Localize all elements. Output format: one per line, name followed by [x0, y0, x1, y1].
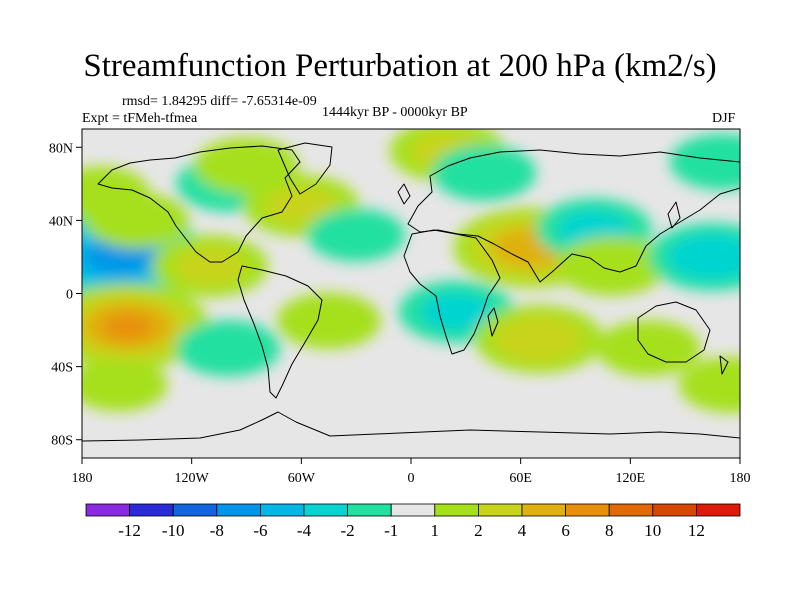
y-tick-label: 40S	[51, 361, 73, 376]
season-label: DJF	[712, 111, 736, 126]
coast-africa	[403, 229, 501, 355]
colorbar-swatch	[390, 503, 436, 517]
coast-new-zealand	[719, 355, 729, 375]
anomaly-21	[678, 356, 740, 413]
colorbar-label: -12	[118, 521, 141, 540]
colorbar-label: 2	[474, 521, 483, 540]
x-axis: 180 120W 60W 0 60E 120E 180	[72, 458, 751, 486]
colorbar-swatch	[259, 503, 305, 517]
experiment-label: Expt = tFMeh-tfmea	[82, 111, 198, 126]
anomaly-3	[84, 192, 189, 249]
coast-south-america	[237, 265, 323, 399]
anomaly-20	[669, 133, 740, 190]
colorbar-label: 4	[518, 521, 527, 540]
period-label: 1444kyr BP - 0000kyr BP	[322, 105, 468, 120]
colorbar-swatch	[85, 503, 130, 517]
anomaly-15	[557, 236, 668, 296]
colorbar-label: -8	[210, 521, 224, 540]
x-tick-label: 120W	[175, 471, 210, 486]
coast-madagascar	[487, 307, 499, 337]
colorbar-swatch	[434, 503, 479, 517]
x-tick-label: 180	[72, 471, 93, 486]
colorbar-swatch	[608, 503, 654, 517]
coast-europe-asia	[407, 149, 740, 283]
anomaly-22	[82, 358, 168, 412]
colorbar-label: -1	[384, 521, 398, 540]
colorbar-label: -2	[341, 521, 355, 540]
colorbar-label: 1	[431, 521, 440, 540]
colorbar-swatch	[172, 503, 218, 517]
anomaly-18	[596, 320, 701, 377]
anomaly-blobs	[82, 129, 740, 413]
colorbar-label: 8	[605, 521, 614, 540]
anomaly-9	[276, 292, 381, 349]
colorbar: -12 -10 -8 -6 -4 -2 -1 1 2 4 6 8 10 12	[85, 503, 741, 540]
map-field	[82, 129, 740, 458]
x-tick-label: 60W	[288, 471, 316, 486]
y-tick-label: 80S	[51, 434, 73, 449]
anomaly-12	[432, 144, 537, 201]
colorbar-label: -10	[162, 521, 185, 540]
stats-text: rmsd= 1.84295 diff= -7.65314e-09	[122, 94, 317, 109]
anomaly-1	[82, 283, 210, 370]
anomaly-19	[648, 222, 740, 291]
colorbar-swatch	[565, 503, 610, 517]
colorbar-label: -4	[297, 521, 312, 540]
x-tick-label: 60E	[509, 471, 532, 486]
coast-uk	[397, 183, 411, 205]
colorbar-swatch	[216, 503, 261, 517]
colorbar-label: 6	[561, 521, 570, 540]
coast-greenland	[277, 142, 333, 195]
y-tick-label: 40N	[49, 214, 73, 229]
colorbar-swatch	[696, 503, 741, 517]
anomaly-17	[474, 305, 603, 374]
y-tick-label: 80N	[49, 141, 73, 156]
colorbar-swatch	[129, 503, 174, 517]
colorbar-swatch	[521, 503, 566, 517]
coast-north-america	[97, 145, 301, 263]
colorbar-label: 12	[688, 521, 705, 540]
y-tick-label: 0	[66, 288, 73, 303]
x-tick-label: 120E	[616, 471, 646, 486]
coast-australia	[637, 301, 711, 363]
coast-antarctica	[82, 411, 740, 442]
colorbar-swatch	[303, 503, 348, 517]
anomaly-7	[151, 235, 268, 298]
x-tick-label: 180	[730, 471, 751, 486]
coast-japan	[667, 201, 681, 229]
anomaly-8	[176, 320, 281, 377]
coastlines	[82, 142, 740, 442]
colorbar-swatch	[477, 503, 523, 517]
x-tick-label: 0	[408, 471, 415, 486]
colorbar-swatch	[347, 503, 392, 517]
y-axis: 80N 40N 0 40S 80S	[49, 141, 82, 449]
colorbar-label: -6	[253, 521, 267, 540]
colorbar-label: 10	[644, 521, 661, 540]
anomaly-10	[307, 208, 406, 262]
plot-title: Streamfunction Perturbation at 200 hPa (…	[83, 48, 717, 84]
colorbar-swatch	[652, 503, 697, 517]
